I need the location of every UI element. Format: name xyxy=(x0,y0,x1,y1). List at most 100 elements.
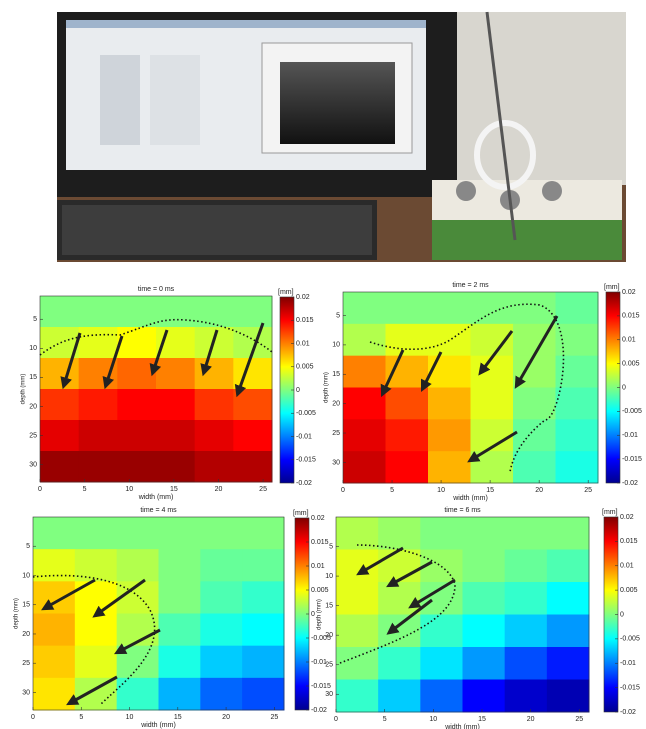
y-tick-label: 30 xyxy=(22,689,30,696)
heatmap-cell xyxy=(420,614,463,648)
x-tick-label: 10 xyxy=(429,716,437,723)
heatmap-cell xyxy=(116,517,159,550)
colorbar-tick-label: 0.015 xyxy=(622,313,640,320)
x-tick-label: 0 xyxy=(31,714,35,721)
plot-frame xyxy=(32,516,285,711)
heatmap-cell xyxy=(74,517,118,550)
colorbar-label: [mm] xyxy=(602,509,618,516)
y-tick-label: 30 xyxy=(325,691,333,698)
y-axis-label: depth (mm) xyxy=(21,374,27,405)
heatmap-cell xyxy=(555,292,599,325)
colorbar-tick-label: -0.01 xyxy=(311,659,327,666)
heatmap-cell xyxy=(428,292,471,325)
colorbar-tick-label: -0.005 xyxy=(296,410,316,417)
heatmap-cell xyxy=(343,387,386,420)
heatmap-cell xyxy=(513,387,556,420)
heatmap-cell xyxy=(378,549,421,583)
y-tick-label: 25 xyxy=(332,430,340,437)
heatmap-cell xyxy=(117,420,157,452)
heatmap-cell xyxy=(513,451,556,484)
heatmap-cell xyxy=(194,296,234,328)
arrow xyxy=(66,675,118,706)
heatmap-cell xyxy=(546,517,590,550)
heatmap-cell xyxy=(336,582,379,615)
y-tick-label: 10 xyxy=(332,342,340,349)
heatmap-cell xyxy=(462,647,506,680)
front-outline xyxy=(39,318,273,356)
heatmap-cell xyxy=(194,389,234,421)
colorbar-tick-label: 0.015 xyxy=(296,317,314,324)
colorbar-tick-label: -0.01 xyxy=(620,660,636,667)
arrow xyxy=(408,578,456,609)
heatmap-cell xyxy=(378,582,421,615)
heatmap-cell xyxy=(40,451,80,483)
heatmap-cell xyxy=(336,614,379,648)
y-tick-label: 5 xyxy=(329,543,333,550)
y-tick-label: 30 xyxy=(332,459,340,466)
colorbar-tick-label: 0.005 xyxy=(311,587,329,594)
arrow xyxy=(114,628,161,655)
heatmap-cell xyxy=(200,645,243,679)
heatmap-cell xyxy=(336,647,379,680)
arrow xyxy=(420,351,443,393)
x-tick-label: 25 xyxy=(259,486,267,493)
heatmap-cell xyxy=(513,419,556,452)
arrow xyxy=(149,329,169,377)
heatmap-cell xyxy=(513,292,556,325)
colorbar-tick-label: 0.01 xyxy=(296,340,310,347)
heatmap-cell xyxy=(33,613,76,647)
y-axis-label: depth (mm) xyxy=(324,372,330,403)
y-tick-label: 10 xyxy=(22,572,30,579)
colorbar-tick-label: -0.01 xyxy=(296,433,312,440)
colorbar-tick-label: -0.01 xyxy=(622,432,638,439)
front-outline xyxy=(369,303,565,473)
heatmap-cell xyxy=(200,677,243,711)
heatmap-cell xyxy=(546,647,590,680)
heatmap-cell xyxy=(385,292,429,325)
heatmap-cell xyxy=(462,517,506,550)
y-tick-label: 15 xyxy=(332,371,340,378)
heatmap-cell xyxy=(343,323,386,357)
x-tick-label: 15 xyxy=(486,487,494,494)
colorbar-tick-label: -0.015 xyxy=(296,457,316,464)
heatmap-cell xyxy=(33,517,76,550)
colorbar-tick-label: -0.02 xyxy=(622,480,638,487)
heatmap-cell xyxy=(200,581,243,614)
heatmap-cell xyxy=(504,517,548,550)
y-tick-label: 5 xyxy=(26,543,30,550)
x-tick-label: 10 xyxy=(126,714,134,721)
heatmap-cell xyxy=(504,582,548,615)
colorbar-tick-label: 0.005 xyxy=(296,364,314,371)
heatmap-cell xyxy=(428,355,471,388)
arrow xyxy=(102,335,124,390)
photo xyxy=(57,11,626,262)
plot-frame xyxy=(335,516,590,713)
colorbar-tick-label: 0.01 xyxy=(622,337,636,344)
colorbar-label: [mm] xyxy=(278,289,294,296)
x-axis-label: width (mm) xyxy=(444,724,480,729)
heatmap-cell xyxy=(420,647,463,680)
heatmap-cell xyxy=(428,451,471,484)
heatmap-cell xyxy=(156,358,196,390)
panel-title: time = 4 ms xyxy=(140,507,177,514)
heatmap-cell xyxy=(74,645,118,679)
heatmap-cell xyxy=(242,549,285,582)
heatmap-cell xyxy=(194,420,234,452)
heatmap-cell xyxy=(116,549,159,582)
heatmap-cell xyxy=(156,451,196,483)
heatmap-cell xyxy=(242,677,285,711)
annotations xyxy=(32,303,565,706)
heatmap-cell xyxy=(200,549,243,582)
y-tick-label: 20 xyxy=(22,631,30,638)
heatmap-cell xyxy=(233,358,273,390)
x-tick-label: 5 xyxy=(383,716,387,723)
heatmap-cell xyxy=(117,389,157,421)
heatmap-cell xyxy=(555,387,599,420)
heatmap-cell xyxy=(420,679,463,713)
heatmap-cell xyxy=(233,296,273,328)
heatmap-cell xyxy=(40,296,80,328)
x-tick-label: 10 xyxy=(437,487,445,494)
colorbar-label: [mm] xyxy=(604,284,620,291)
x-tick-label: 20 xyxy=(527,716,535,723)
